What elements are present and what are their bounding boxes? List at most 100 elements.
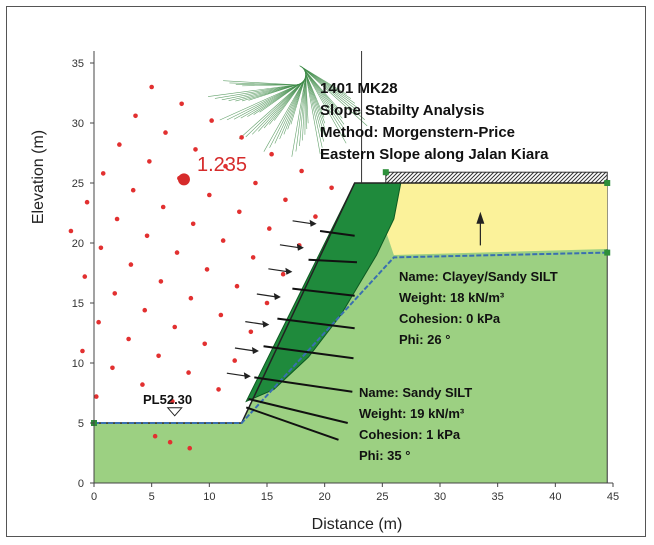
search-radius-fan xyxy=(208,65,368,157)
reinforcement-line xyxy=(254,376,353,393)
y-tick-label: 30 xyxy=(72,118,84,130)
material-lower-cohesion: Cohesion: 1 kPa xyxy=(359,427,461,442)
force-arrow-head xyxy=(285,267,293,275)
fan-line xyxy=(238,80,305,140)
fan-line xyxy=(303,68,346,131)
trial-center xyxy=(142,307,148,313)
title-line-1: 1401 MK28 xyxy=(320,80,398,97)
fan-line xyxy=(300,66,359,109)
trial-center xyxy=(112,291,118,296)
fan-line xyxy=(214,84,300,99)
boundary-node xyxy=(382,169,389,176)
chart-frame: 0 5 10 15 20 25 30 35 40 45 0 5 10 15 20 25 30 35 Distan… xyxy=(6,6,646,537)
trial-center xyxy=(100,171,106,176)
trial-center xyxy=(133,113,138,119)
reinforcement-lines xyxy=(245,230,358,441)
trial-center xyxy=(170,399,175,404)
y-tick-label: 0 xyxy=(78,478,84,490)
reinforcement-line xyxy=(277,317,355,330)
fan-line xyxy=(263,78,306,152)
trial-center xyxy=(68,228,74,234)
fan-line xyxy=(291,75,307,157)
force-arrow xyxy=(268,268,289,273)
trial-center xyxy=(140,382,145,387)
fan-line xyxy=(304,71,325,142)
trial-center xyxy=(313,214,318,219)
slope-chart: 0 5 10 15 20 25 30 35 40 45 0 5 10 15 20 25 30 35 Distan… xyxy=(30,51,619,533)
material-upper-cohesion: Cohesion: 0 kPa xyxy=(399,311,501,326)
trial-center xyxy=(84,199,90,205)
trial-center xyxy=(152,433,158,439)
fan-line xyxy=(226,82,303,121)
trial-center xyxy=(248,329,254,335)
trial-center xyxy=(96,319,101,325)
uplift-arrow-head xyxy=(476,211,485,224)
fan-line xyxy=(233,82,303,120)
trial-center xyxy=(218,312,224,318)
force-arrow-head xyxy=(243,372,251,380)
trial-center xyxy=(329,185,334,191)
trial-center xyxy=(239,135,244,140)
trial-center xyxy=(172,324,178,330)
trial-center xyxy=(163,130,168,135)
material-lower-name: Name: Sandy SILT xyxy=(359,385,472,400)
x-tick-label: 20 xyxy=(319,491,331,503)
material-upper-phi: Phi: 26 ° xyxy=(399,332,450,347)
title-line-2: Slope Stabilty Analysis xyxy=(320,102,485,119)
trial-center xyxy=(283,197,288,203)
trial-center xyxy=(264,300,270,306)
fan-line xyxy=(208,84,299,97)
x-tick-label: 45 xyxy=(607,491,619,503)
fan-line xyxy=(258,79,305,132)
force-arrow xyxy=(256,293,277,298)
piezometric-line xyxy=(94,251,608,424)
fan-line xyxy=(223,80,298,86)
force-arrow-head xyxy=(273,293,281,300)
force-arrow-head xyxy=(251,347,259,354)
y-ticks: 0 5 10 15 20 25 30 35 xyxy=(72,58,94,490)
trial-center xyxy=(187,445,193,451)
force-arrow-head xyxy=(296,243,304,251)
material-upper-weight: Weight: 18 kN/m³ xyxy=(399,290,505,305)
trial-center xyxy=(280,271,286,277)
trial-center xyxy=(250,255,256,260)
material-upper: Name: Clayey/Sandy SILT Weight: 18 kN/m³… xyxy=(399,269,558,347)
x-tick-label: 35 xyxy=(492,491,504,503)
trial-center xyxy=(207,192,212,198)
trial-center xyxy=(188,295,194,301)
trial-center xyxy=(267,226,272,231)
title-line-4: Eastern Slope along Jalan Kiara xyxy=(320,146,549,163)
trial-center xyxy=(128,262,134,267)
x-tick-label: 25 xyxy=(376,491,388,503)
trial-center-grid xyxy=(68,84,334,451)
fan-line xyxy=(303,69,347,144)
reinforcement-line xyxy=(248,398,348,424)
trial-center xyxy=(232,358,238,363)
y-tick-label: 25 xyxy=(72,178,84,190)
boundary-node xyxy=(604,249,611,256)
trial-center xyxy=(179,101,184,107)
trial-center xyxy=(82,274,88,279)
fan-line xyxy=(299,74,307,147)
trial-center xyxy=(144,233,150,239)
upper-soil-layer xyxy=(377,183,608,255)
trial-center xyxy=(98,245,104,251)
trial-center xyxy=(167,439,173,445)
water-table-marker xyxy=(166,407,183,417)
trial-center xyxy=(160,204,166,210)
material-lower: Name: Sandy SILT Weight: 19 kN/m³ Cohesi… xyxy=(359,385,472,463)
title-block: 1401 MK28 Slope Stabilty Analysis Method… xyxy=(320,80,549,163)
trial-center xyxy=(234,283,240,289)
trial-center xyxy=(174,250,180,255)
trial-center xyxy=(94,394,99,399)
material-lower-weight: Weight: 19 kN/m³ xyxy=(359,406,465,421)
fan-line xyxy=(301,66,368,127)
y-tick-label: 20 xyxy=(72,238,84,250)
fan-line xyxy=(295,74,307,152)
trial-center xyxy=(156,353,161,359)
fan-line xyxy=(269,77,306,148)
x-tick-label: 5 xyxy=(149,491,155,503)
trial-center xyxy=(216,387,221,392)
fan-line xyxy=(279,76,306,140)
fan-line xyxy=(221,83,300,101)
